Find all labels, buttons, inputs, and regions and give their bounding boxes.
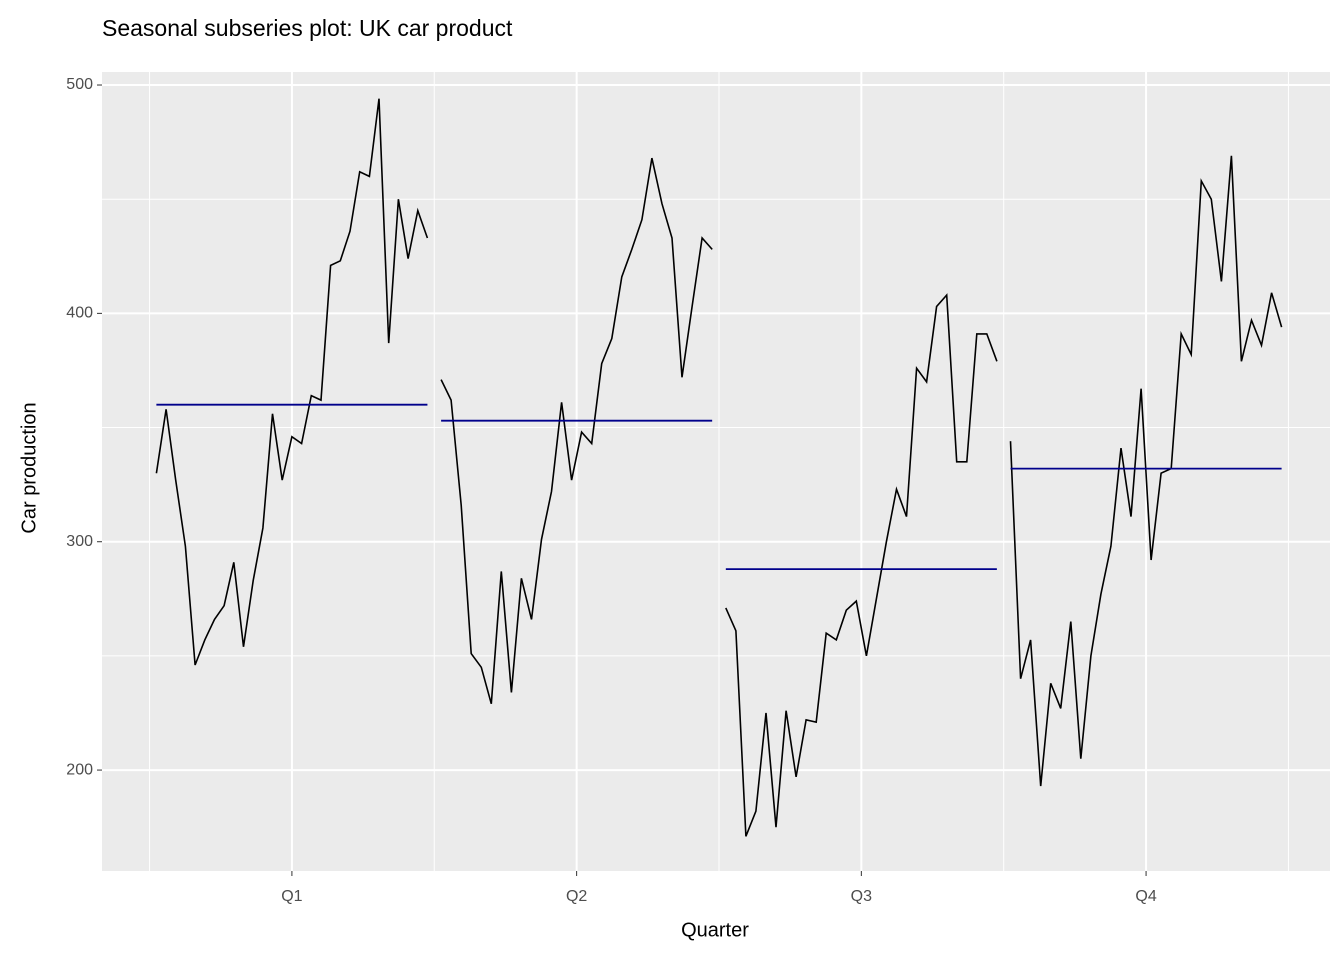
x-tick-label: Q2 xyxy=(566,888,587,905)
x-tick-label: Q1 xyxy=(281,888,302,905)
x-axis-title: Quarter xyxy=(681,919,749,941)
y-tick-label: 500 xyxy=(66,76,93,93)
y-tick-label: 200 xyxy=(66,761,93,778)
chart-title: Seasonal subseries plot: UK car product xyxy=(102,15,513,41)
subseries-line xyxy=(725,293,998,837)
x-tick-label: Q4 xyxy=(1135,888,1156,905)
subseries-line xyxy=(1009,155,1283,787)
subseries-line xyxy=(440,157,713,705)
x-tick-label: Q3 xyxy=(851,888,872,905)
plot-panel xyxy=(102,72,1330,871)
subseries-line xyxy=(155,98,429,666)
y-tick-label: 400 xyxy=(66,305,93,322)
y-axis-title: Car production xyxy=(18,402,40,533)
y-tick-label: 300 xyxy=(66,533,93,550)
